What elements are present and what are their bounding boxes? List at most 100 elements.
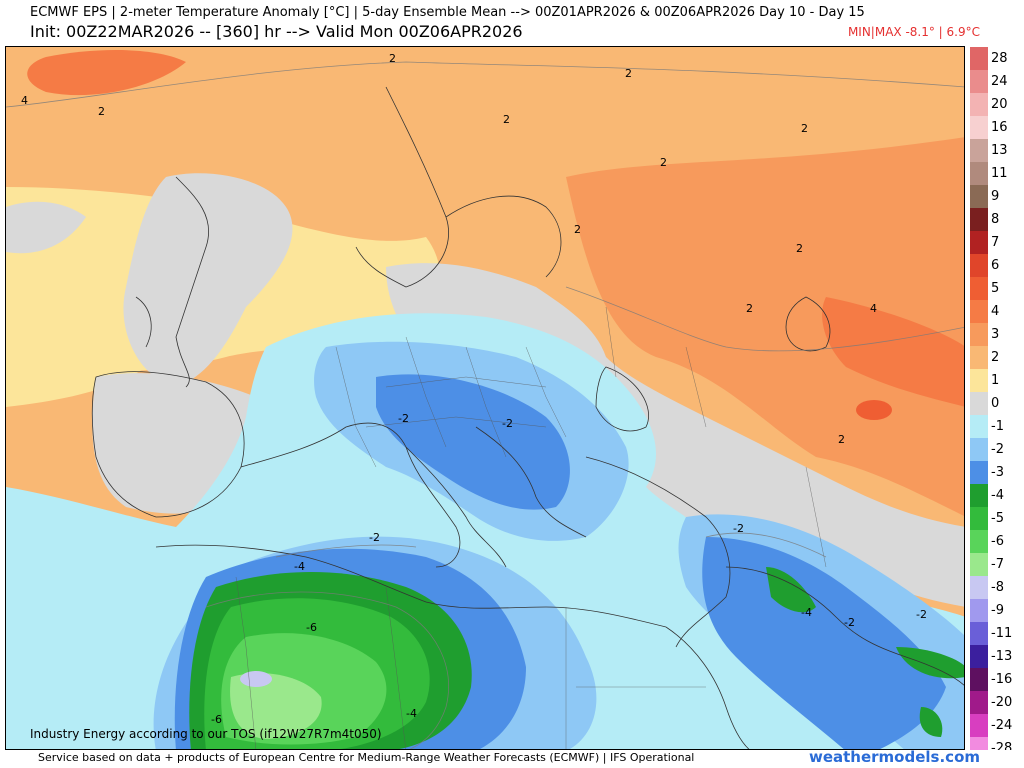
legend-entry: 11 <box>967 162 1024 185</box>
legend-entry: -24 <box>967 714 1024 737</box>
contour-label: -4 <box>294 560 305 573</box>
legend-swatch <box>970 461 988 484</box>
coastlines <box>91 86 964 749</box>
contour-label: 2 <box>389 52 396 65</box>
contour-label: 2 <box>746 302 753 315</box>
legend-entry: -8 <box>967 576 1024 599</box>
contour-label: -2 <box>916 608 927 621</box>
legend-swatch <box>970 622 988 645</box>
legend-swatch <box>970 185 988 208</box>
legend-label: -16 <box>991 672 1013 687</box>
legend-entry: 4 <box>967 300 1024 323</box>
anomaly-zone-cold-iran <box>896 647 964 679</box>
min-max-readout: MIN|MAX -8.1° | 6.9°C <box>847 25 980 39</box>
legend-label: 2 <box>991 350 1000 365</box>
contour-label: 4 <box>21 94 28 107</box>
anomaly-zone-russia-warm <box>822 297 964 407</box>
legend-entry: -6 <box>967 530 1024 553</box>
legend-swatch <box>970 507 988 530</box>
legend-label: 1 <box>991 373 1000 388</box>
legend-label: 5 <box>991 281 1000 296</box>
anomaly-minimum-spot <box>240 671 272 687</box>
contour-label: 2 <box>838 433 845 446</box>
legend-label: 20 <box>991 97 1008 112</box>
legend-entry: -20 <box>967 691 1024 714</box>
legend-swatch <box>970 645 988 668</box>
legend-entry: -5 <box>967 507 1024 530</box>
brand-link[interactable]: weathermodels.com <box>808 748 980 766</box>
legend-entry: 6 <box>967 254 1024 277</box>
legend-entry: -7 <box>967 553 1024 576</box>
footer: Service based on data + products of Euro… <box>0 748 1024 768</box>
contour-label: 2 <box>98 105 105 118</box>
legend-swatch <box>970 162 988 185</box>
legend-label: 24 <box>991 74 1008 89</box>
contour-label: -2 <box>398 412 409 425</box>
anomaly-zone-east <box>566 137 964 517</box>
legend-entry: 20 <box>967 93 1024 116</box>
legend-label: -24 <box>991 718 1013 733</box>
map-subtitle: Init: 00Z22MAR2026 -- [360] hr --> Valid… <box>30 22 523 41</box>
legend-swatch <box>970 415 988 438</box>
legend-label: 13 <box>991 143 1008 158</box>
legend-label: 0 <box>991 396 1000 411</box>
legend-entry: -2 <box>967 438 1024 461</box>
contour-label: -4 <box>801 606 812 619</box>
legend-entry: -13 <box>967 645 1024 668</box>
map-panel[interactable]: 2 2 4 2 2 2 2 2 2 2 4 2 -2 -2 -2 -2 -4 -… <box>5 46 965 750</box>
legend-swatch <box>970 277 988 300</box>
legend-label: 7 <box>991 235 1000 250</box>
legend-label: 11 <box>991 166 1008 181</box>
contour-label: -6 <box>306 621 317 634</box>
legend-swatch <box>970 484 988 507</box>
legend-entry: 13 <box>967 139 1024 162</box>
legend-entry: 5 <box>967 277 1024 300</box>
legend-entry: -11 <box>967 622 1024 645</box>
legend-swatch <box>970 93 988 116</box>
contour-label: 4 <box>870 302 877 315</box>
contour-label: 2 <box>796 242 803 255</box>
legend-entry: 8 <box>967 208 1024 231</box>
legend-swatch <box>970 116 988 139</box>
legend-entry: 0 <box>967 392 1024 415</box>
legend-swatch <box>970 553 988 576</box>
contour-label: -6 <box>211 713 222 726</box>
legend-label: 16 <box>991 120 1008 135</box>
contour-label: -2 <box>733 522 744 535</box>
legend-swatch <box>970 47 988 70</box>
legend-entry: 9 <box>967 185 1024 208</box>
contour-label: -4 <box>406 707 417 720</box>
legend-swatch <box>970 691 988 714</box>
legend-label: -2 <box>991 442 1004 457</box>
legend-label: -3 <box>991 465 1004 480</box>
legend-label: 28 <box>991 51 1008 66</box>
legend-entry: 1 <box>967 369 1024 392</box>
legend-swatch <box>970 254 988 277</box>
contour-label: -2 <box>369 531 380 544</box>
credit-text: Service based on data + products of Euro… <box>38 751 695 764</box>
contour-label: 2 <box>801 122 808 135</box>
contour-label: -2 <box>844 616 855 629</box>
anomaly-zone-cold-iraq <box>702 537 946 749</box>
legend-swatch <box>970 576 988 599</box>
legend-label: -13 <box>991 649 1013 664</box>
legend-swatch <box>970 70 988 93</box>
legend-label: -7 <box>991 557 1004 572</box>
contour-label: 2 <box>625 67 632 80</box>
anomaly-zone-zero-west <box>6 201 86 254</box>
legend-swatch <box>970 369 988 392</box>
legend-swatch <box>970 346 988 369</box>
anomaly-zone-britain-zero <box>123 173 293 387</box>
legend-label: 4 <box>991 304 1000 319</box>
anomaly-zone-balkans-cold <box>376 374 570 510</box>
contour-label: 2 <box>660 156 667 169</box>
color-legend: 28 24 20 16 13 11 9 8 7 6 5 4 3 2 1 0 -1 -2 -3 -4 -5 -6 -7 -8 -9… <box>967 46 1024 760</box>
legend-label: -11 <box>991 626 1013 641</box>
legend-entry: 24 <box>967 70 1024 93</box>
legend-entry: 2 <box>967 346 1024 369</box>
legend-label: 9 <box>991 189 1000 204</box>
legend-swatch <box>970 599 988 622</box>
legend-swatch <box>970 323 988 346</box>
contour-label: 2 <box>574 223 581 236</box>
map-title: ECMWF EPS | 2-meter Temperature Anomaly … <box>30 5 865 20</box>
